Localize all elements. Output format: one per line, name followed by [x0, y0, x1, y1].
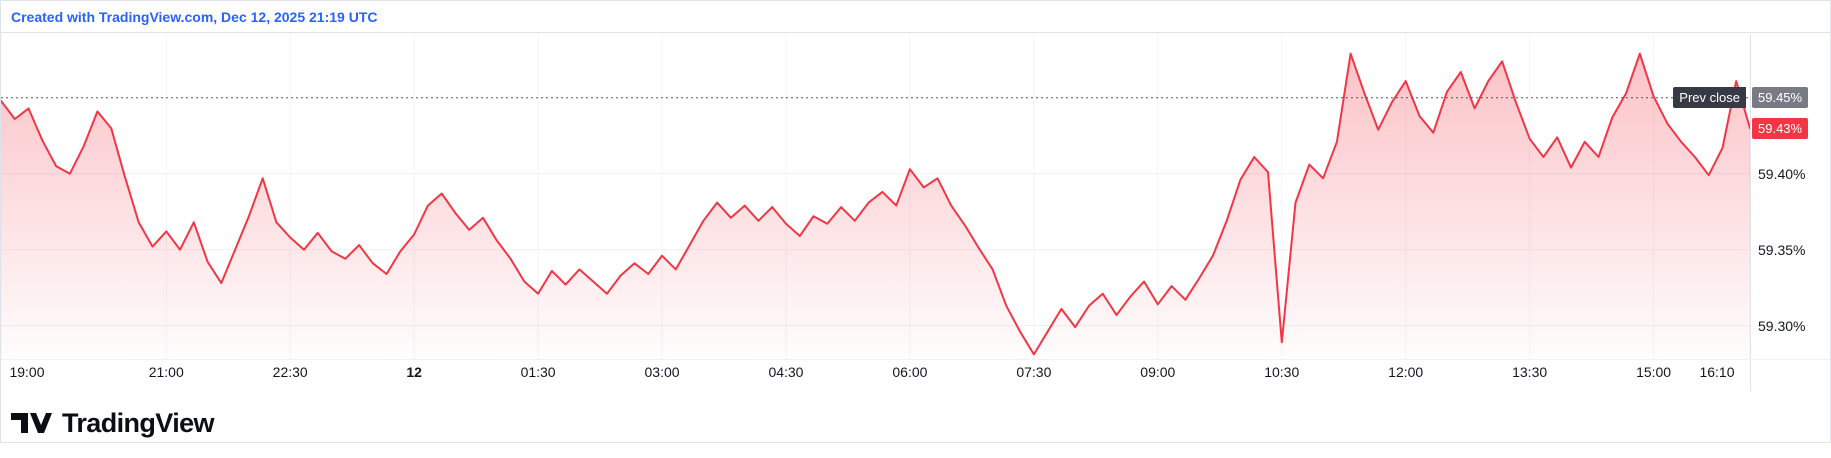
x-axis-label: 07:30 [1016, 364, 1052, 380]
x-axis-label: 19:00 [9, 364, 45, 380]
x-axis-label: 09:00 [1140, 364, 1176, 380]
x-axis-label: 21:00 [148, 364, 184, 380]
attribution-bar: Created with TradingView.com, Dec 12, 20… [1, 1, 1830, 33]
x-axis-label: 03:00 [644, 364, 680, 380]
area-fill [1, 53, 1750, 359]
tradingview-mini-chart-widget: Created with TradingView.com, Dec 12, 20… [0, 0, 1831, 443]
y-axis-label: 59.30% [1758, 317, 1806, 334]
last-price-badge: 59.43% [1752, 117, 1809, 139]
price-line [1, 52, 1751, 356]
x-axis-label: 01:30 [520, 364, 556, 380]
x-axis-label: 16:10 [1699, 364, 1735, 380]
x-axis-label: 22:30 [272, 364, 308, 380]
tradingview-logo[interactable]: TradingView [11, 403, 215, 442]
grid-lines [1, 34, 1751, 359]
x-axis-label: 04:30 [768, 364, 804, 380]
x-axis-label: 12:00 [1388, 364, 1424, 380]
prev-close-label-badge: Prev close [1673, 87, 1746, 109]
x-axis-label: 13:30 [1512, 364, 1548, 380]
y-axis-label: 59.40% [1758, 165, 1806, 182]
x-axis-label: 06:00 [892, 364, 928, 380]
attribution-link[interactable]: Created with TradingView.com, Dec 12, 20… [11, 8, 378, 25]
x-axis-label: 12 [406, 364, 422, 380]
x-axis-label: 15:00 [1636, 364, 1672, 380]
tradingview-logo-icon [11, 410, 53, 436]
x-axis-label: 10:30 [1264, 364, 1300, 380]
overlay-lines [1, 34, 1830, 391]
y-axis-label: 59.35% [1758, 241, 1806, 258]
tradingview-logo-text: TradingView [62, 407, 215, 438]
prev-close-price-badge: 59.45% [1752, 87, 1809, 109]
